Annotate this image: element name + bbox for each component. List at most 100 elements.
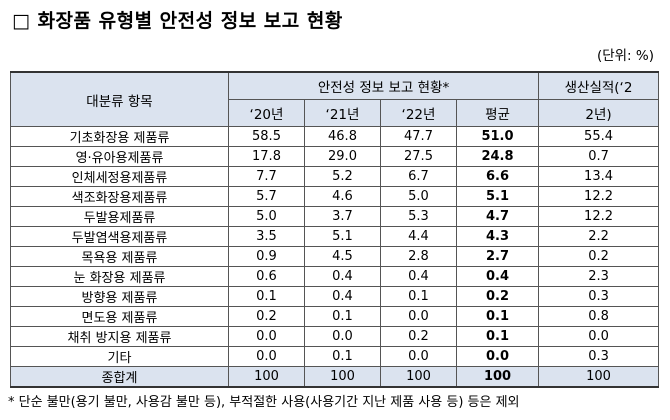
cell-y22: 0.1 xyxy=(380,286,457,307)
row-category: 채취 방지용 제품류 xyxy=(10,326,229,347)
cell-y21: 46.8 xyxy=(304,126,381,147)
cell-y21: 0.4 xyxy=(304,286,381,307)
safety-report-table: 대분류 항목 안전성 정보 보고 현황* 생산실적(‘2 ‘20년 ‘21년 ‘… xyxy=(10,71,660,388)
cell-y21: 5.2 xyxy=(304,166,381,187)
total-row: 종합계 100 100 100 100 100 xyxy=(10,366,660,388)
row-category: 목욕용 제품류 xyxy=(10,246,229,267)
cell-average: 0.0 xyxy=(455,346,540,367)
cell-y22: 2.8 xyxy=(380,246,457,267)
header-year-20: ‘20년 xyxy=(228,99,305,127)
cell-average: 4.7 xyxy=(455,206,540,227)
header-category: 대분류 항목 xyxy=(10,71,229,127)
row-category: 색조화장용제품류 xyxy=(10,186,229,207)
cell-y22: 5.3 xyxy=(380,206,457,227)
cell-production: 0.2 xyxy=(538,246,660,267)
table-row: 두발염색용제품류 3.5 5.1 4.4 4.3 2.2 xyxy=(10,226,660,247)
total-production: 100 xyxy=(538,366,660,388)
cell-production: 0.7 xyxy=(538,146,660,167)
cell-y20: 58.5 xyxy=(228,126,305,147)
header-year-22: ‘22년 xyxy=(380,99,457,127)
total-average: 100 xyxy=(455,366,540,388)
table-row: 기초화장용 제품류 58.5 46.8 47.7 51.0 55.4 xyxy=(10,126,660,147)
cell-y22: 0.2 xyxy=(380,326,457,347)
cell-y20: 0.9 xyxy=(228,246,305,267)
row-category: 인체세정용제품류 xyxy=(10,166,229,187)
row-category: 기초화장용 제품류 xyxy=(10,126,229,147)
total-y22: 100 xyxy=(380,366,457,388)
cell-average: 0.4 xyxy=(455,266,540,287)
cell-average: 4.3 xyxy=(455,226,540,247)
cell-average: 0.1 xyxy=(455,326,540,347)
table-row: 인체세정용제품류 7.7 5.2 6.7 6.6 13.4 xyxy=(10,166,660,187)
cell-average: 5.1 xyxy=(455,186,540,207)
header-production-line1: 생산실적(‘2 xyxy=(538,71,660,100)
row-category: 기타 xyxy=(10,346,229,367)
cell-average: 2.7 xyxy=(455,246,540,267)
unit-label: (단위: %) xyxy=(596,48,654,64)
header-production-line2: 2년) xyxy=(538,99,660,127)
cell-y21: 4.5 xyxy=(304,246,381,267)
table-row: 두발용제품류 5.0 3.7 5.3 4.7 12.2 xyxy=(10,206,660,227)
cell-y20: 3.5 xyxy=(228,226,305,247)
cell-y21: 0.1 xyxy=(304,306,381,327)
total-y21: 100 xyxy=(304,366,381,388)
cell-y21: 0.4 xyxy=(304,266,381,287)
cell-y20: 5.0 xyxy=(228,206,305,227)
cell-y22: 6.7 xyxy=(380,166,457,187)
cell-average: 24.8 xyxy=(455,146,540,167)
row-category: 면도용 제품류 xyxy=(10,306,229,327)
row-category: 영·유아용제품류 xyxy=(10,146,229,167)
row-category: 두발용제품류 xyxy=(10,206,229,227)
table-row: 목욕용 제품류 0.9 4.5 2.8 2.7 0.2 xyxy=(10,246,660,267)
row-category: 눈 화장용 제품류 xyxy=(10,266,229,287)
cell-production: 0.3 xyxy=(538,286,660,307)
header-average: 평균 xyxy=(455,99,540,127)
cell-y20: 0.1 xyxy=(228,286,305,307)
cell-average: 6.6 xyxy=(455,166,540,187)
cell-y21: 29.0 xyxy=(304,146,381,167)
table-row: 영·유아용제품류 17.8 29.0 27.5 24.8 0.7 xyxy=(10,146,660,167)
cell-y20: 7.7 xyxy=(228,166,305,187)
cell-production: 12.2 xyxy=(538,186,660,207)
header-year-21: ‘21년 xyxy=(304,99,381,127)
cell-y21: 4.6 xyxy=(304,186,381,207)
cell-y21: 0.0 xyxy=(304,326,381,347)
cell-y20: 5.7 xyxy=(228,186,305,207)
cell-y20: 17.8 xyxy=(228,146,305,167)
cell-y22: 0.0 xyxy=(380,306,457,327)
cell-average: 0.2 xyxy=(455,286,540,307)
cell-y21: 0.1 xyxy=(304,346,381,367)
cell-y20: 0.0 xyxy=(228,326,305,347)
total-y20: 100 xyxy=(228,366,305,388)
cell-production: 0.0 xyxy=(538,326,660,347)
cell-y22: 0.0 xyxy=(380,346,457,367)
cell-y22: 0.4 xyxy=(380,266,457,287)
table-row: 면도용 제품류 0.2 0.1 0.0 0.1 0.8 xyxy=(10,306,660,327)
cell-production: 2.3 xyxy=(538,266,660,287)
cell-production: 13.4 xyxy=(538,166,660,187)
table-row: 눈 화장용 제품류 0.6 0.4 0.4 0.4 2.3 xyxy=(10,266,660,287)
row-category: 두발염색용제품류 xyxy=(10,226,229,247)
cell-average: 0.1 xyxy=(455,306,540,327)
header-report-group: 안전성 정보 보고 현황* xyxy=(227,71,540,100)
cell-y22: 4.4 xyxy=(380,226,457,247)
footnote: * 단순 불만(용기 불만, 사용감 불만 등), 부적절한 사용(사용기간 지… xyxy=(8,395,520,410)
cell-y22: 27.5 xyxy=(380,146,457,167)
table-row: 색조화장용제품류 5.7 4.6 5.0 5.1 12.2 xyxy=(10,186,660,207)
table-row: 채취 방지용 제품류 0.0 0.0 0.2 0.1 0.0 xyxy=(10,326,660,347)
total-label: 종합계 xyxy=(10,366,229,388)
cell-production: 2.2 xyxy=(538,226,660,247)
cell-production: 0.8 xyxy=(538,306,660,327)
cell-y22: 5.0 xyxy=(380,186,457,207)
cell-average: 51.0 xyxy=(455,126,540,147)
cell-production: 12.2 xyxy=(538,206,660,227)
cell-production: 0.3 xyxy=(538,346,660,367)
cell-y21: 5.1 xyxy=(304,226,381,247)
table-row: 방향용 제품류 0.1 0.4 0.1 0.2 0.3 xyxy=(10,286,660,307)
cell-y21: 3.7 xyxy=(304,206,381,227)
table-row: 기타 0.0 0.1 0.0 0.0 0.3 xyxy=(10,346,660,367)
row-category: 방향용 제품류 xyxy=(10,286,229,307)
page-title: □ 화장품 유형별 안전성 정보 보고 현황 xyxy=(12,10,343,32)
cell-y20: 0.0 xyxy=(228,346,305,367)
cell-production: 55.4 xyxy=(538,126,660,147)
